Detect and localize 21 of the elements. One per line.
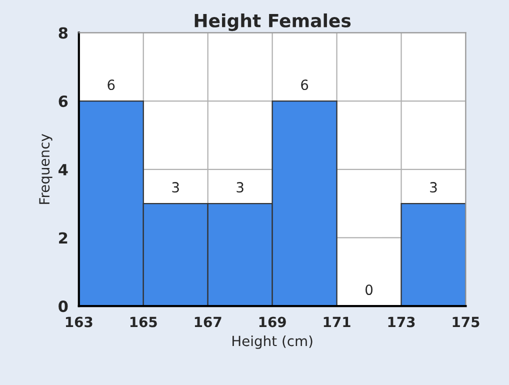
data-label: 6 (301, 80, 308, 90)
y-axis-title: Frequency (39, 134, 52, 204)
data-label: 3 (430, 182, 437, 193)
data-label: 0 (366, 284, 373, 296)
x-tick-label: 167 (194, 316, 222, 328)
y-tick-label: 6 (58, 96, 68, 108)
x-tick-label: 169 (259, 316, 286, 328)
y-tick-label: 0 (58, 300, 68, 312)
x-axis-title: Height (cm) (232, 335, 312, 349)
y-tick-label: 4 (58, 164, 68, 176)
data-label: 6 (108, 80, 115, 90)
y-tick-label: 8 (58, 27, 68, 39)
y-tick-label: 2 (59, 232, 68, 244)
data-label: 3 (236, 182, 244, 193)
x-tick-label: 163 (66, 316, 92, 328)
x-tick-label: 165 (130, 316, 157, 328)
x-tick-label: 175 (452, 316, 480, 328)
x-tick-label: 173 (388, 316, 415, 328)
data-label: 3 (172, 182, 179, 193)
chart-title: Height Females (194, 13, 351, 32)
x-tick-label: 171 (324, 316, 350, 328)
